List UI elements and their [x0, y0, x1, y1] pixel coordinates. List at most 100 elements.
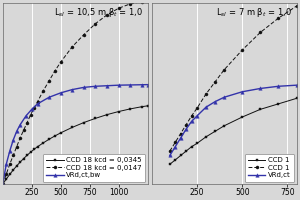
- VRd,ct,bw: [1, 183, 4, 185]
- VRd,ct: [168, 154, 172, 157]
- VRd,ct,bw: [94, 85, 97, 87]
- VRd,ct,bw: [105, 85, 109, 87]
- Line: CCD 1: CCD 1: [169, 97, 298, 166]
- VRd,ct: [179, 137, 182, 139]
- CCD 18 kcd = 0,0147: [41, 89, 45, 92]
- CCD 1: [295, 5, 298, 7]
- VRd,ct,bw: [59, 92, 62, 94]
- Text: L$_{sl}$ = 7 m β$_t$ = 1,0: L$_{sl}$ = 7 m β$_t$ = 1,0: [216, 6, 292, 19]
- CCD 1: [295, 97, 298, 100]
- CCD 18 kcd = 0,0147: [36, 100, 39, 103]
- VRd,ct: [204, 106, 208, 108]
- CCD 1: [240, 116, 244, 118]
- CCD 18 kcd = 0,0345: [117, 110, 120, 113]
- CCD 18 kcd = 0,0345: [11, 169, 15, 171]
- CCD 1: [173, 141, 177, 144]
- CCD 18 kcd = 0,0147: [47, 80, 51, 82]
- VRd,ct,bw: [15, 130, 19, 133]
- CCD 1: [195, 107, 199, 109]
- CCD 18 kcd = 0,0345: [59, 132, 62, 134]
- CCD 18 kcd = 0,0147: [22, 129, 26, 131]
- CCD 1: [204, 93, 208, 95]
- CCD 1: [190, 115, 193, 117]
- CCD 18 kcd = 0,0147: [105, 14, 109, 16]
- Line: VRd,ct,bw: VRd,ct,bw: [1, 83, 149, 186]
- CCD 18 kcd = 0,0345: [82, 121, 86, 124]
- VRd,ct,bw: [140, 84, 144, 86]
- VRd,ct: [213, 100, 217, 103]
- CCD 18 kcd = 0,0345: [1, 183, 4, 185]
- VRd,ct,bw: [8, 150, 11, 152]
- CCD 18 kcd = 0,0147: [128, 3, 132, 5]
- CCD 1: [179, 154, 182, 157]
- Line: CCD 18 kcd = 0,0345: CCD 18 kcd = 0,0345: [2, 105, 149, 185]
- CCD 1: [190, 146, 193, 148]
- VRd,ct,bw: [128, 84, 132, 86]
- CCD 18 kcd = 0,0345: [22, 157, 26, 160]
- CCD 18 kcd = 0,0147: [4, 173, 8, 175]
- Line: CCD 18 kcd = 0,0147: CCD 18 kcd = 0,0147: [1, 0, 149, 186]
- Legend: CCD 1, CCD 1, VRd,ct: CCD 1, CCD 1, VRd,ct: [244, 154, 294, 182]
- CCD 18 kcd = 0,0147: [94, 22, 97, 25]
- VRd,ct,bw: [36, 103, 39, 105]
- VRd,ct: [190, 120, 193, 123]
- CCD 18 kcd = 0,0147: [15, 146, 19, 148]
- CCD 18 kcd = 0,0147: [25, 121, 29, 124]
- VRd,ct: [277, 85, 280, 87]
- CCD 18 kcd = 0,0345: [25, 154, 29, 156]
- CCD 1: [222, 69, 226, 71]
- VRd,ct,bw: [30, 108, 34, 111]
- VRd,ct: [222, 96, 226, 98]
- VRd,ct: [195, 115, 199, 117]
- CCD 1: [213, 130, 217, 133]
- CCD 18 kcd = 0,0345: [4, 178, 8, 180]
- CCD 18 kcd = 0,0147: [32, 107, 36, 109]
- CCD 18 kcd = 0,0345: [47, 138, 51, 140]
- VRd,ct: [184, 128, 188, 130]
- VRd,ct,bw: [82, 86, 86, 89]
- CCD 1: [259, 31, 262, 34]
- VRd,ct,bw: [117, 84, 120, 86]
- VRd,ct,bw: [146, 83, 149, 86]
- CCD 18 kcd = 0,0345: [70, 126, 74, 129]
- VRd,ct,bw: [18, 124, 22, 126]
- CCD 1: [240, 49, 244, 51]
- Line: CCD 1: CCD 1: [168, 5, 298, 153]
- CCD 1: [184, 150, 188, 152]
- CCD 18 kcd = 0,0147: [82, 33, 86, 36]
- VRd,ct,bw: [47, 96, 51, 98]
- CCD 18 kcd = 0,0147: [146, 0, 149, 2]
- CCD 18 kcd = 0,0345: [53, 135, 57, 137]
- CCD 18 kcd = 0,0147: [8, 163, 11, 165]
- CCD 1: [277, 17, 280, 19]
- CCD 18 kcd = 0,0147: [18, 137, 22, 139]
- CCD 18 kcd = 0,0345: [32, 148, 36, 151]
- VRd,ct,bw: [4, 163, 8, 165]
- VRd,ct: [295, 84, 298, 86]
- CCD 1: [195, 142, 199, 145]
- CCD 18 kcd = 0,0345: [36, 146, 39, 148]
- CCD 18 kcd = 0,0345: [29, 151, 32, 153]
- CCD 18 kcd = 0,0345: [41, 142, 45, 144]
- Legend: CCD 18 kcd = 0,0345, CCD 18 kcd = 0,0147, VRd,ct,bw: CCD 18 kcd = 0,0345, CCD 18 kcd = 0,0147…: [43, 154, 146, 182]
- CCD 1: [173, 159, 177, 161]
- CCD 18 kcd = 0,0147: [140, 0, 144, 3]
- CCD 18 kcd = 0,0147: [117, 7, 120, 9]
- CCD 1: [204, 136, 208, 138]
- CCD 18 kcd = 0,0147: [1, 183, 4, 185]
- VRd,ct: [240, 91, 244, 93]
- CCD 1: [184, 124, 188, 126]
- CCD 1: [277, 103, 280, 105]
- CCD 18 kcd = 0,0345: [140, 106, 144, 108]
- VRd,ct,bw: [11, 139, 15, 141]
- Line: VRd,ct: VRd,ct: [168, 83, 298, 157]
- VRd,ct,bw: [24, 115, 28, 117]
- CCD 18 kcd = 0,0147: [11, 154, 15, 157]
- CCD 18 kcd = 0,0147: [59, 61, 62, 63]
- CCD 1: [259, 108, 262, 111]
- CCD 1: [168, 150, 172, 152]
- CCD 18 kcd = 0,0147: [70, 46, 74, 48]
- CCD 1: [213, 81, 217, 83]
- CCD 18 kcd = 0,0345: [146, 105, 149, 107]
- CCD 1: [222, 125, 226, 127]
